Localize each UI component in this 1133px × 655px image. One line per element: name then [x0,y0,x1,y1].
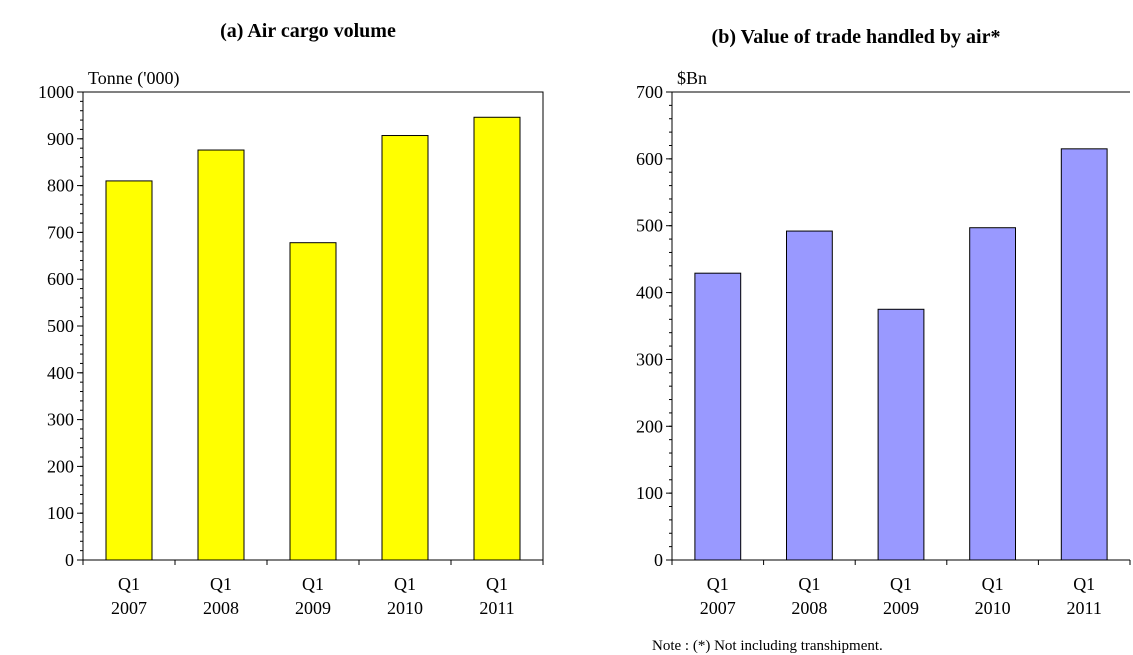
chart-a-y-tick-label: 900 [47,129,74,149]
chart-a-x-tick-label: 2007 [111,598,147,618]
chart-a-y-tick-label: 300 [47,410,74,430]
chart-a-x-tick-label: Q1 [486,574,508,594]
chart-b-bar [969,227,1017,561]
chart-b-x-tick-label: Q1 [982,574,1004,594]
chart-a-y-tick-label: 100 [47,503,74,523]
chart-a-y-tick-label: 600 [47,269,74,289]
chart-a-y-unit: Tonne ('000) [88,68,179,89]
chart-a-y-tick-label: 400 [47,363,74,383]
chart-b-plot-area: 0 100 200 300 400 500 600 700 Q1 2007 Q1 2008 Q1 2009… [636,82,1131,618]
chart-a-bar [381,135,429,561]
chart-b-x-tick-label: 2010 [975,598,1011,618]
chart-a-plot-area: 0 100 200 300 400 500 600 700 800 900 1000 Q1 2007 Q1… [38,82,544,618]
chart-b-bar [1060,148,1108,561]
chart-a-y-tick-label: 500 [47,316,74,336]
chart-b-y-tick-label: 400 [636,283,663,303]
chart-a-x-tick-label: 2011 [479,598,514,618]
chart-b-bar [877,308,925,561]
chart-b-y-tick-label: 200 [636,416,663,436]
chart-b-x-tick-label: 2009 [883,598,919,618]
chart-b-x-tick-label: Q1 [707,574,729,594]
chart-b-x-tick-label: 2008 [791,598,827,618]
chart-a-x-tick-label: Q1 [118,574,140,594]
chart-note: Note : (*) Not including transhipment. [652,638,883,654]
chart-a-x-tick-label: 2010 [387,598,423,618]
chart-a-bar [197,149,245,561]
chart-a-x-tick-label: Q1 [394,574,416,594]
chart-a-title: (a) Air cargo volume [220,20,396,42]
chart-a-y-tick-label: 800 [47,176,74,196]
chart-b-x-tick-label: 2007 [700,598,736,618]
chart-a-bar [289,242,337,561]
chart-a-y-tick-label: 700 [47,222,74,242]
chart-b-y-tick-label: 0 [654,550,663,570]
chart-b-y-tick-label: 300 [636,349,663,369]
chart-b-y-tick-label: 700 [636,82,663,102]
chart-a-bar [473,116,521,561]
chart-a-x-tick-label: Q1 [302,574,324,594]
chart-b-y-tick-label: 600 [636,149,663,169]
chart-b-title: (b) Value of trade handled by air* [712,26,1001,48]
chart-a-x-tick-label: Q1 [210,574,232,594]
chart-b-y-tick-label: 500 [636,216,663,236]
chart-b-x-tick-label: 2011 [1067,598,1102,618]
chart-b-x-tick-label: Q1 [798,574,820,594]
chart-a: (a) Air cargo volume Tonne ('000) 0 100 20… [38,20,544,618]
chart-a-y-tick-label: 200 [47,456,74,476]
chart-b-x-tick-label: Q1 [890,574,912,594]
chart-a-x-tick-label: 2009 [295,598,331,618]
chart-a-y-tick-label: 1000 [38,82,74,102]
chart-a-bar [105,180,153,561]
chart-b-bar [786,230,833,561]
chart-b-bar [694,272,742,561]
chart-b: (b) Value of trade handled by air* $Bn 0… [636,26,1131,618]
chart-a-y-tick-label: 0 [65,550,74,570]
chart-b-x-tick-label: Q1 [1073,574,1095,594]
chart-a-x-tick-label: 2008 [203,598,239,618]
chart-b-y-unit: $Bn [677,68,707,88]
chart-b-y-tick-label: 100 [636,483,663,503]
